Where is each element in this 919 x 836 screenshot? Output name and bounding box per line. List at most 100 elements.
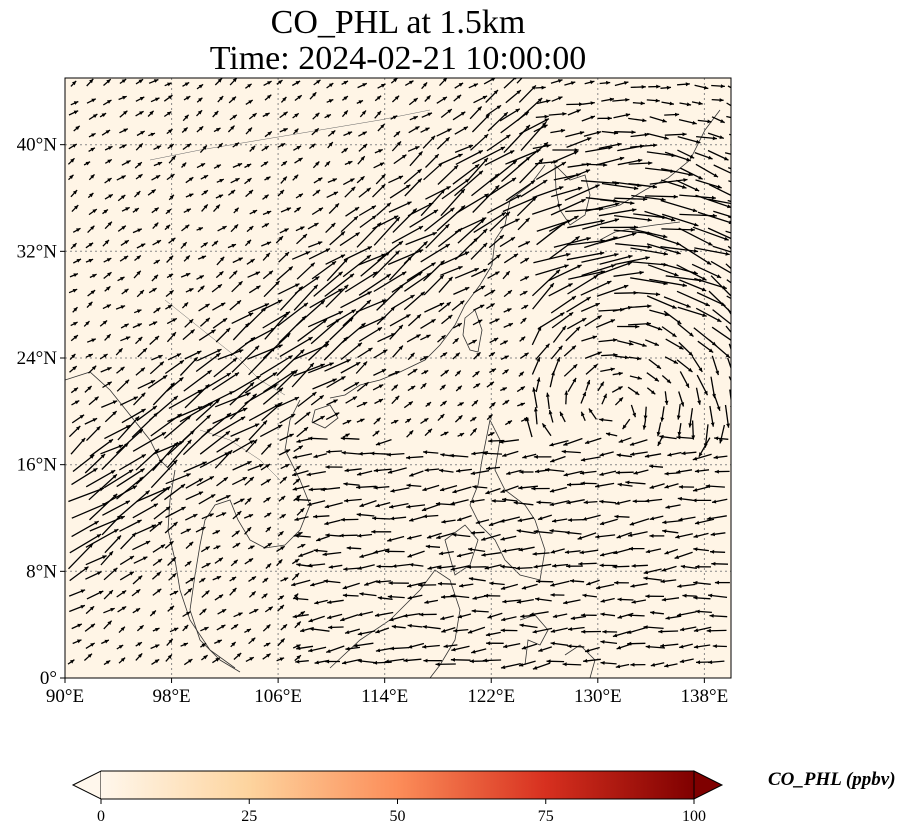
wind-arrow-head [579,550,584,555]
wind-arrow-head [479,304,485,309]
wind-arrow [231,345,260,373]
wind-arrow-head [73,307,78,312]
wind-arrow-head [475,520,481,525]
wind-arrow-head [711,195,716,200]
wind-arrow [376,283,405,311]
wind-arrow [183,461,207,473]
wind-arrow-head [440,616,445,621]
wind-arrow-head [711,561,716,566]
wind-arrow-head [381,369,387,373]
wind-arrow-head [422,625,427,629]
wind-arrow-head [182,242,187,247]
wind-arrow-head [453,165,459,170]
wind-arrow-head [320,487,325,492]
wind-arrow [467,157,489,181]
wind-arrow-head [439,468,444,473]
wind-arrow [520,179,548,198]
wind-arrow-head [155,644,160,649]
wind-arrow-head [107,381,112,386]
wind-arrow-head [283,128,288,132]
wind-arrow-head [318,207,323,212]
wind-arrow-head [391,624,396,629]
wind-arrow-head [458,415,463,420]
wind-arrow-head [494,173,500,178]
wind-arrow-head [153,274,158,280]
wind-arrow-head [627,630,632,634]
chart-title: CO_PHL at 1.5km [270,4,526,41]
wind-arrow-head [167,654,172,659]
wind-arrow [230,336,256,357]
y-tick-label: 0° [40,668,57,689]
wind-arrow-head [282,476,287,481]
wind-arrow-head [556,357,560,362]
wind-arrow-head [667,452,672,457]
wind-arrow-head [137,309,142,314]
wind-arrow-head [407,583,412,588]
wind-arrow-head [656,84,661,89]
wind-arrow-head [316,79,321,84]
wind-arrow [533,253,571,264]
wind-arrow-head [202,608,207,613]
wind-arrow-head [376,222,381,227]
wind-arrow-head [384,659,389,664]
wind-arrow-head [734,88,739,92]
wind-arrow-head [484,565,490,570]
wind-arrow-head [664,484,669,489]
wind-arrow-head [314,660,319,665]
wind-arrow-head [225,431,230,436]
wind-arrow-head [320,300,325,305]
y-tick-label: 8°N [26,561,57,582]
wind-arrow-head [724,156,729,161]
wind-arrow-head [308,436,313,441]
wind-arrow [179,402,214,423]
wind-arrow-head [296,495,301,500]
china-coastline [329,164,546,399]
wind-arrow-head [280,143,286,147]
wind-arrow-head [586,237,591,241]
wind-arrow-head [121,606,127,611]
wind-arrow-head [685,383,689,388]
wind-arrow-head [502,548,507,553]
wind-arrow [229,393,258,420]
wind-arrow-head [600,599,605,603]
wind-arrow-head [628,546,633,551]
wind-arrow-head [434,154,439,159]
wind-arrow-head [278,344,283,349]
wind-arrow-head [104,239,109,245]
wind-arrow [566,296,592,313]
wind-arrow-head [698,175,703,180]
wind-arrow-head [607,116,612,121]
wind-arrow-head [509,150,515,155]
wind-arrow-head [592,335,597,340]
wind-arrow-head [710,422,715,427]
wind-arrow-head [207,370,212,375]
wind-arrow-head [695,520,700,525]
wind-arrow-head [160,544,166,549]
wind-arrow-head [566,252,571,257]
wind-arrow-head [712,644,717,649]
wind-arrow-head [296,563,301,567]
wind-arrow-head [425,127,430,132]
wind-arrow-head [357,342,362,347]
wind-arrow-head [407,623,412,628]
wind-arrow-head [459,300,465,305]
wind-arrow-head [294,596,299,601]
wind-arrow-head [247,127,252,132]
wind-arrow-head [394,95,400,100]
wind-arrow-head [627,641,632,646]
wind-arrow-head [138,174,143,179]
wind-arrow [152,441,179,472]
wind-arrow-head [596,130,602,135]
wind-arrow-head [576,109,581,114]
wind-arrow [440,188,466,217]
wind-arrow-head [515,218,520,223]
wind-arrow-head [433,209,438,214]
wind-arrow-head [679,345,684,350]
wind-arrow-head [625,98,630,102]
indochina-coast [189,399,311,673]
wind-arrow-head [281,514,286,519]
wind-arrow-head [657,326,663,331]
wind-arrow-head [333,191,338,196]
wind-arrow [132,431,167,452]
wind-arrow [532,282,555,310]
